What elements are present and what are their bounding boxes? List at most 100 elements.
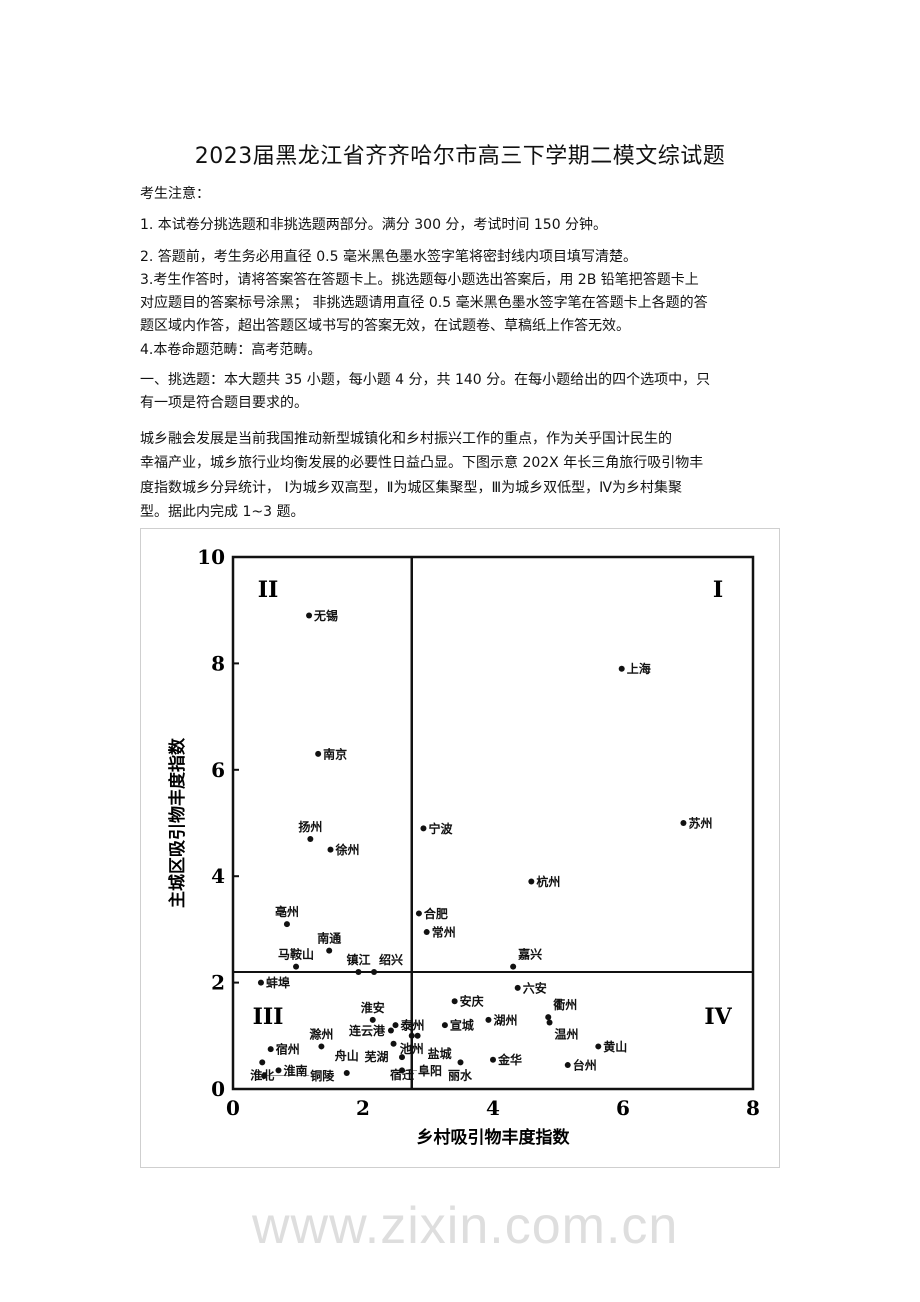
point-label: 苏州	[688, 816, 712, 831]
data-point	[390, 1040, 397, 1047]
data-point	[423, 929, 430, 936]
point-label: 连云港	[349, 1023, 386, 1038]
data-point	[355, 968, 362, 975]
data-point	[371, 968, 378, 975]
x-tick-label: 4	[486, 1096, 500, 1120]
data-point	[307, 835, 314, 842]
point-label: 合肥	[424, 906, 448, 921]
point-label: 亳州	[275, 904, 299, 919]
y-tick-label: 4	[211, 864, 225, 888]
data-point	[267, 1046, 274, 1053]
data-point	[420, 825, 427, 832]
point-label: 丽水	[448, 1067, 473, 1082]
point-label: 镇江	[346, 952, 370, 967]
point-label: 淮北	[250, 1067, 274, 1082]
point-label: 舟山	[335, 1048, 359, 1063]
data-point	[283, 921, 290, 928]
point-label: 绍兴	[379, 952, 403, 967]
y-tick-label: 6	[211, 758, 225, 782]
data-point	[327, 846, 334, 853]
point-label: 铜陵	[310, 1068, 335, 1083]
point-label: 扬州	[298, 819, 322, 834]
data-point	[392, 1022, 399, 1029]
data-point	[275, 1067, 282, 1074]
text-line: 1. 本试卷分挑选题和非挑选题两部分。满分 300 分，考试时间 150 分钟。	[140, 217, 608, 233]
point-label: 马鞍山	[278, 947, 314, 962]
text-line: 有一项是符合题目要求的。	[140, 395, 308, 411]
y-tick-label: 0	[211, 1077, 225, 1101]
point-label: 安庆	[460, 994, 484, 1009]
y-axis-title: 主城区吸引物丰度指数	[167, 737, 188, 908]
data-point	[414, 1032, 421, 1039]
data-point	[595, 1043, 602, 1050]
scatter-figure: 0 2 4 6 8 0 2 4 6 8 10 乡村吸引物丰度指数 主城区吸引物丰度指数 I II III IV 无…	[140, 528, 780, 1168]
data-point	[343, 1070, 350, 1077]
data-point	[315, 750, 322, 757]
point-label: 南通	[317, 931, 341, 946]
point-label: 淮南	[284, 1063, 308, 1078]
point-label: 黄山	[603, 1039, 627, 1054]
data-point	[680, 820, 687, 826]
data-point	[261, 1072, 268, 1079]
text-line: 型。据此内完成 1~3 题。	[140, 504, 305, 520]
data-point	[514, 984, 521, 991]
data-point	[564, 1062, 571, 1069]
x-tick-label: 0	[226, 1096, 240, 1120]
point-label: 嘉兴	[517, 947, 542, 962]
point-label: 泰州	[400, 1018, 425, 1033]
point-label: 温州	[555, 1028, 579, 1042]
data-point	[399, 1054, 405, 1061]
text-line: 城乡融会发展是当前我国推动新型城镇化和乡村振兴工作的重点，作为关乎国计民生的	[140, 431, 672, 447]
data-point	[387, 1027, 394, 1034]
quadrant-label-III: III	[253, 1004, 284, 1030]
point-label: 宁波	[428, 821, 453, 836]
x-tick-label: 6	[616, 1096, 630, 1120]
text-line: 3.考生作答时，请将答案答在答题卡上。挑选题每小题选出答案后，用 2B 铅笔把答…	[140, 272, 699, 288]
data-point	[546, 1019, 553, 1026]
text-line: 一、挑选题：本大题共 35 小题，每小题 4 分，共 140 分。在每小题给出的…	[140, 372, 711, 388]
point-label: 湖州	[493, 1012, 517, 1027]
point-label: 宿迁	[390, 1067, 414, 1082]
data-point	[528, 878, 535, 885]
x-tick-label: 8	[746, 1096, 760, 1120]
data-point	[441, 1022, 448, 1029]
text-line: 对应题目的答案标号涂黑； 非挑选题请用直径 0.5 毫米黑色墨水签字笔在答题卡上…	[140, 295, 708, 311]
notice-heading: 考生注意：	[140, 186, 210, 202]
watermark: www.zixin.com.cn	[252, 1197, 679, 1255]
point-label: 蚌埠	[266, 975, 290, 990]
data-point	[259, 1059, 266, 1066]
text-line: 幸福产业，城乡旅行业均衡发展的必要性日益凸显。下图示意 202X 年长三角旅行吸…	[140, 455, 704, 471]
text-line: 2. 答题前，考生务必用直径 0.5 毫米黑色墨水签字笔将密封线内项目填写清楚。	[140, 249, 637, 265]
data-point	[510, 963, 517, 970]
document-title: 2023届黑龙江省齐齐哈尔市高三下学期二模文综试题	[194, 144, 726, 169]
data-point	[326, 947, 333, 954]
text-line: 度指数城乡分异统计， Ⅰ为城乡双高型，Ⅱ为城区集聚型，Ⅲ为城乡双低型，Ⅳ为乡村集…	[140, 480, 683, 496]
data-point	[293, 963, 300, 970]
data-point	[415, 910, 422, 917]
y-tick-label: 2	[211, 971, 225, 995]
point-label: 滁州	[309, 1026, 333, 1041]
y-tick-label: 8	[211, 651, 225, 675]
data-point	[457, 1059, 464, 1066]
data-point	[451, 998, 458, 1005]
data-point	[369, 1016, 376, 1023]
point-label: 淮安	[361, 1000, 385, 1015]
text-line: 题区域内作答，超出答题区域书写的答案无效，在试题卷、草稿纸上作答无效。	[140, 318, 630, 334]
data-point	[318, 1043, 325, 1050]
point-label: 阜阳	[418, 1063, 442, 1078]
point-label: 徐州	[335, 842, 360, 857]
point-label: 宣城	[450, 1018, 474, 1033]
x-tick-label: 2	[356, 1096, 370, 1120]
point-label: 六安	[523, 980, 547, 995]
text-line: 4.本卷命题范畴：高考范畴。	[140, 342, 322, 358]
point-label: 杭州	[536, 874, 560, 889]
point-label: 金华	[497, 1052, 522, 1067]
data-point	[618, 665, 625, 672]
point-label: 上海	[627, 661, 651, 676]
point-label: 芜湖	[365, 1049, 389, 1064]
data-point	[485, 1016, 492, 1023]
data-point	[399, 1067, 405, 1074]
quadrant-label-I: I	[713, 577, 723, 603]
quadrant-label-IV: IV	[704, 1004, 732, 1030]
